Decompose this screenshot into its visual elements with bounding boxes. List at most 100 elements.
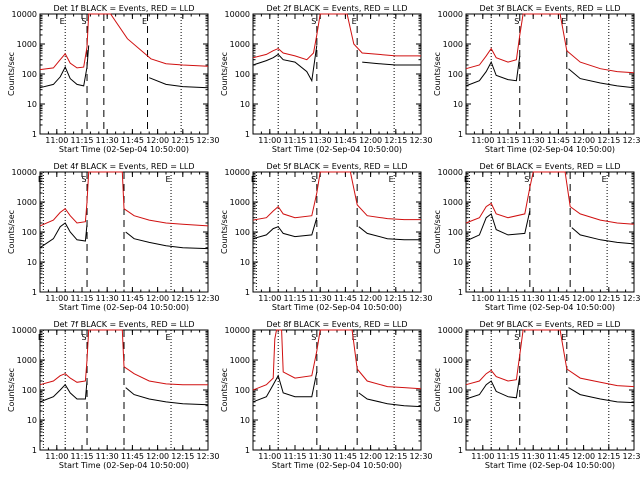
y-axis-label: Counts/sec [220,368,229,412]
y-tick-label: 1000 [17,356,37,365]
marker-label: E [602,175,607,184]
x-tick-label: 11:45 [334,452,357,461]
series-line-events [39,380,209,406]
series-line-events [39,45,209,89]
x-tick-label: 11:00 [45,294,68,303]
x-axis-label: Start Time (02-Sep-04 10:50:00) [59,461,189,470]
x-tick-label: 12:00 [359,136,382,145]
x-tick-label: 12:00 [572,136,595,145]
x-tick-label: 12:15 [384,136,407,145]
marker-label: E [60,17,65,26]
x-tick-label: 11:15 [283,294,306,303]
x-tick-label: 12:30 [196,452,219,461]
marker-label: E [251,175,256,184]
series-line-events [252,371,422,408]
marker-label: E [561,17,566,26]
y-tick-label: 100 [22,228,37,237]
x-tick-label: 12:15 [171,136,194,145]
y-tick-label: 10 [453,258,463,267]
y-tick-label: 1000 [17,40,37,49]
x-tick-label: 12:30 [622,294,640,303]
y-tick-label: 10000 [12,326,37,335]
x-tick-label: 11:30 [309,294,332,303]
x-tick-label: 11:45 [334,294,357,303]
y-tick-label: 10 [453,416,463,425]
marker-label: S [82,17,87,26]
x-tick-label: 12:00 [146,294,169,303]
panel-det-8: Det 8f BLACK = Events, RED = LLD 1 10 100 10… [220,320,433,470]
x-tick-label: 12:00 [359,452,382,461]
panel-det-2: Det 2f BLACK = Events, RED = LLD 1 10 100 10… [220,4,433,154]
series-line-events [252,217,421,241]
x-axis-label: Start Time (02-Sep-04 10:50:00) [485,145,615,154]
x-tick-label: 11:30 [309,452,332,461]
y-tick-label: 1 [245,288,250,297]
y-tick-label: 10000 [225,168,250,177]
panel-det-5: Det 5f BLACK = Events, RED = LLD 1 10 100 10… [220,162,433,312]
y-tick-label: 10 [453,100,463,109]
series-line-lld [465,329,635,388]
series-line-lld [252,13,421,61]
x-axis-label: Start Time (02-Sep-04 10:50:00) [485,461,615,470]
x-tick-label: 11:00 [471,452,494,461]
x-tick-label: 12:30 [622,136,640,145]
x-tick-label: 12:30 [409,136,432,145]
series-line-lld [465,171,635,225]
marker-label: E [166,175,171,184]
y-tick-label: 100 [22,386,37,395]
marker-label: E [389,175,394,184]
panel-title: Det 2f BLACK = Events, RED = LLD [266,4,407,13]
series-line-events [465,375,635,404]
y-axis-label: Counts/sec [433,210,442,254]
panel-title: Det 9f BLACK = Events, RED = LLD [479,320,620,329]
y-axis-label: Counts/sec [7,210,16,254]
panel-det-3: Det 3f BLACK = Events, RED = LLD 1 10 100 10… [433,4,640,154]
marker-label: S [311,17,316,26]
x-tick-label: 12:30 [196,136,219,145]
panel-title: Det 4f BLACK = Events, RED = LLD [53,162,194,171]
y-tick-label: 1000 [17,198,37,207]
x-tick-label: 11:00 [258,294,281,303]
y-tick-label: 1 [32,288,37,297]
panel-det-7: Det 7f BLACK = Events, RED = LLD 1 10 100 10… [7,320,220,470]
x-tick-label: 11:00 [471,136,494,145]
y-tick-label: 10 [27,258,37,267]
x-axis-label: Start Time (02-Sep-04 10:50:00) [485,303,615,312]
x-tick-label: 12:15 [384,452,407,461]
y-tick-label: 100 [448,386,463,395]
marker-label: S [82,175,87,184]
panel-det-4: Det 4f BLACK = Events, RED = LLD 1 10 100 10… [7,162,220,312]
y-tick-label: 10000 [225,10,250,19]
x-tick-label: 11:45 [547,294,570,303]
x-tick-label: 12:30 [622,452,640,461]
x-axis-label: Start Time (02-Sep-04 10:50:00) [59,303,189,312]
marker-label: S [82,333,87,342]
x-axis-label: Start Time (02-Sep-04 10:50:00) [272,145,402,154]
y-tick-label: 1000 [230,40,250,49]
y-tick-label: 1 [32,446,37,455]
panel-title: Det 7f BLACK = Events, RED = LLD [53,320,194,329]
series-line-lld [39,13,209,71]
x-tick-label: 11:15 [283,136,306,145]
series-line-lld [252,171,421,221]
y-tick-label: 1000 [443,40,463,49]
series-line-lld [465,13,635,74]
y-tick-label: 10000 [225,326,250,335]
x-tick-label: 11:15 [496,136,519,145]
x-tick-label: 12:30 [409,452,432,461]
x-axis-label: Start Time (02-Sep-04 10:50:00) [272,461,402,470]
y-axis-label: Counts/sec [433,52,442,96]
x-tick-label: 11:15 [496,452,519,461]
panel-det-1: Det 1f BLACK = Events, RED = LLD 1 10 100 10… [7,4,220,154]
y-tick-label: 10000 [438,168,463,177]
x-tick-label: 12:15 [384,294,407,303]
x-tick-label: 11:45 [547,136,570,145]
x-tick-label: 11:30 [522,136,545,145]
series-line-lld [252,329,422,391]
y-tick-label: 1 [458,288,463,297]
marker-label: S [514,17,519,26]
y-tick-label: 10000 [12,168,37,177]
series-line-lld [39,171,209,227]
panel-title: Det 5f BLACK = Events, RED = LLD [266,162,407,171]
